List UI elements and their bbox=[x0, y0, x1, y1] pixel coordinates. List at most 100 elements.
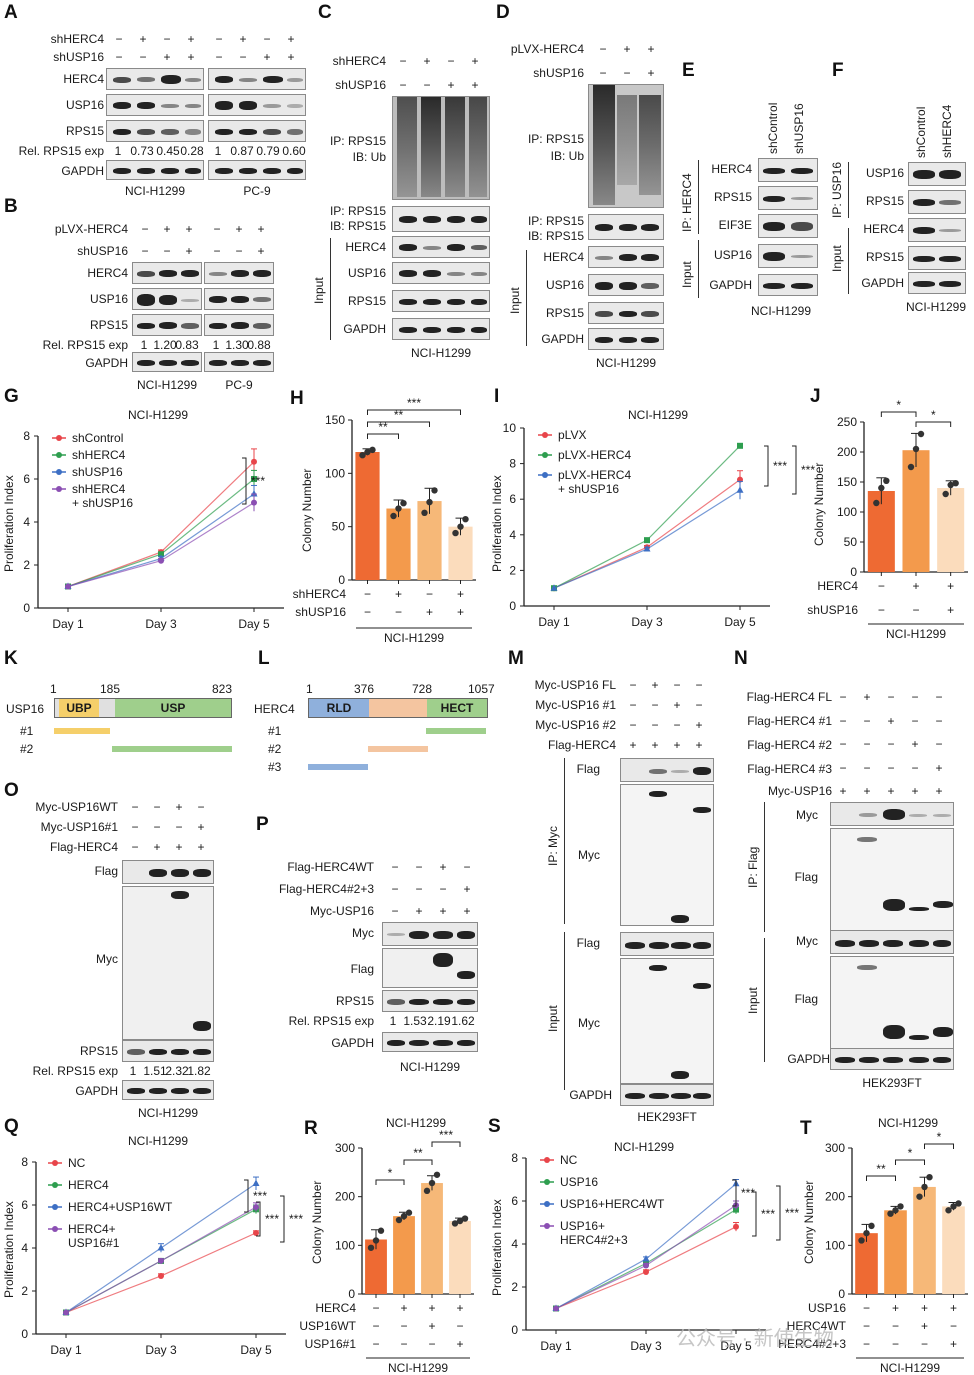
ip-bracket bbox=[848, 162, 849, 218]
lane-sign: − bbox=[400, 1319, 407, 1333]
y-tick-label: 2 bbox=[509, 563, 516, 577]
residue-number: 1 bbox=[50, 682, 57, 696]
blot bbox=[758, 186, 818, 210]
blot bbox=[830, 802, 954, 826]
bar bbox=[913, 1186, 936, 1294]
y-tick-label: 300 bbox=[335, 1141, 355, 1155]
lane-sign: + bbox=[175, 800, 183, 814]
construct-label: #1 bbox=[20, 724, 34, 738]
lane-sign: − bbox=[372, 1337, 379, 1351]
band-label: GAPDH bbox=[787, 1052, 830, 1066]
lane-sign: + bbox=[287, 32, 295, 46]
blot bbox=[588, 328, 664, 350]
row-label: USP16#1 bbox=[305, 1337, 357, 1351]
lane-sign: − bbox=[839, 760, 847, 775]
legend-label: HERC4#2+3 bbox=[560, 1233, 628, 1247]
lane-sign: − bbox=[629, 698, 637, 712]
lane-sign: + bbox=[629, 738, 637, 752]
lane-sign: − bbox=[415, 860, 423, 874]
bar bbox=[937, 488, 965, 572]
construct-bar bbox=[308, 764, 368, 770]
blot bbox=[758, 158, 818, 182]
sig-label: *** bbox=[253, 1189, 267, 1203]
data-point bbox=[950, 1203, 957, 1210]
band-label: Flag bbox=[576, 936, 600, 950]
lane-sign: + bbox=[647, 42, 655, 56]
x-tick-label: Day 3 bbox=[631, 615, 663, 629]
row-label: Flag-HERC4 bbox=[49, 840, 118, 854]
blot bbox=[758, 274, 818, 296]
blot bbox=[392, 236, 490, 258]
row-label: shHERC4 bbox=[332, 54, 386, 68]
blot bbox=[204, 288, 274, 310]
residue-number: 376 bbox=[354, 682, 375, 696]
lane-sign: − bbox=[863, 713, 871, 728]
y-axis-label: Colony Number bbox=[300, 468, 314, 552]
row-label: Flag-HERC4 FL bbox=[746, 690, 832, 704]
lane-sign: − bbox=[863, 1337, 870, 1351]
y-tick-label: 0 bbox=[509, 599, 516, 613]
legend-marker bbox=[542, 432, 548, 438]
y-tick-label: 6 bbox=[509, 492, 516, 506]
lane-sign: − bbox=[463, 860, 471, 874]
panel-letter: T bbox=[800, 1118, 812, 1139]
lane-sign: − bbox=[395, 605, 402, 619]
data-point bbox=[359, 452, 366, 459]
legend-label: pLVX-HERC4 bbox=[558, 468, 631, 482]
lane-sign: − bbox=[239, 50, 247, 64]
band-label: RPS15 bbox=[713, 190, 752, 204]
rel-label: Rel. RPS15 exp bbox=[32, 1064, 118, 1078]
blot bbox=[382, 990, 478, 1012]
y-tick-label: 50 bbox=[332, 520, 346, 534]
lane-sign: + bbox=[428, 1301, 435, 1315]
legend-marker bbox=[52, 1204, 58, 1210]
blot bbox=[204, 352, 274, 372]
blot bbox=[132, 262, 202, 284]
blot bbox=[830, 828, 954, 932]
blot bbox=[620, 932, 714, 956]
data-point bbox=[158, 551, 164, 558]
rel-value: 0.73 bbox=[130, 144, 154, 158]
y-tick-label: 2 bbox=[21, 1284, 28, 1298]
band-label: RPS15 bbox=[545, 306, 584, 320]
panel-p: P Flag-HERC4WT Flag-HERC4#2+3 Myc-USP16 … bbox=[250, 808, 500, 1078]
lane-sign: + bbox=[439, 904, 447, 918]
row-label: Flag-HERC4 #2 bbox=[747, 738, 832, 752]
panel-letter: P bbox=[256, 814, 269, 835]
band-label: EIF3E bbox=[718, 218, 752, 232]
chart-title: NCI-H1299 bbox=[614, 1140, 675, 1154]
blot bbox=[382, 948, 478, 988]
rel-value: 1 bbox=[212, 338, 220, 352]
legend-marker bbox=[56, 452, 62, 458]
blot bbox=[204, 314, 274, 336]
ib-label: IB: Ub bbox=[550, 149, 584, 163]
sig-label: * bbox=[931, 408, 936, 422]
y-tick-label: 200 bbox=[825, 1190, 845, 1204]
band-label: HERC4 bbox=[863, 222, 904, 236]
y-axis-label: Proliferation Index bbox=[490, 475, 504, 572]
legend-marker bbox=[544, 1179, 550, 1185]
data-point bbox=[912, 445, 920, 453]
data-point bbox=[553, 1305, 559, 1312]
data-point bbox=[65, 583, 71, 590]
panel-k: K 1 185 823 USP16 UBP USP #1 #2 bbox=[0, 648, 250, 758]
band-label: GAPDH bbox=[709, 278, 752, 292]
lane-sign: + bbox=[863, 784, 871, 798]
sig-label: ** bbox=[394, 408, 404, 422]
band-label: USP16 bbox=[545, 278, 584, 292]
band-label: GAPDH bbox=[75, 1084, 118, 1098]
bar bbox=[855, 1233, 878, 1294]
y-tick-label: 0 bbox=[511, 1323, 518, 1337]
blot bbox=[122, 886, 214, 1040]
data-point bbox=[642, 1255, 650, 1262]
band-label: USP16 bbox=[865, 166, 904, 180]
lane-sign: + bbox=[185, 222, 193, 236]
lane-sign: − bbox=[912, 603, 919, 617]
construct-bar bbox=[112, 746, 232, 752]
lane-sign: − bbox=[695, 678, 703, 692]
data-point bbox=[158, 1257, 164, 1264]
lane-sign: + bbox=[935, 760, 943, 775]
data-point bbox=[400, 1212, 408, 1220]
legend-label: USP16+HERC4WT bbox=[560, 1197, 665, 1211]
